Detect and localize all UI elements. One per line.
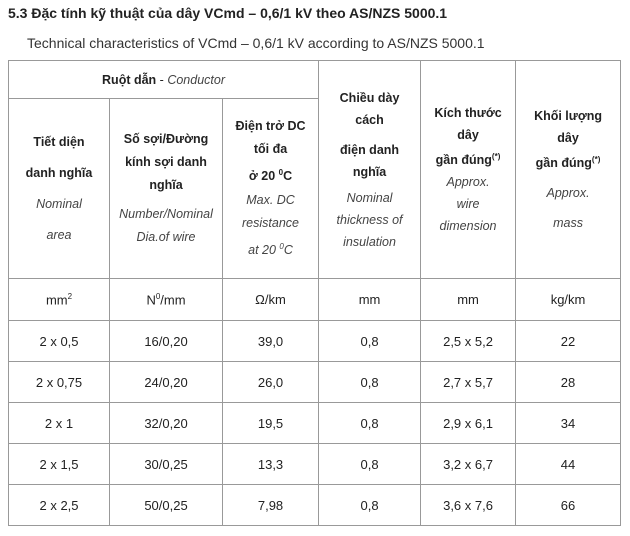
cell-wire: 50/0,25 (109, 484, 223, 526)
mass-vi1: Khối lượng (534, 108, 602, 123)
table-row: 2 x 1,5 30/0,25 13,3 0,8 3,2 x 6,7 44 (8, 443, 622, 485)
conductor-vi: Ruột dẫn (102, 72, 157, 87)
cell-resistance: 13,3 (221, 443, 320, 485)
cell-mass: 28 (515, 361, 622, 403)
table-row: 2 x 0,5 16/0,20 39,0 0,8 2,5 x 5,2 22 (8, 320, 622, 362)
area-en2: area (46, 227, 72, 242)
resistance-en2: resistance (242, 215, 299, 230)
cell-area: 2 x 0,5 (8, 320, 110, 362)
section-subheading: Technical characteristics of VCmd – 0,6/… (27, 35, 485, 51)
units-row: mm2 N0/mm Ω/km mm mm kg/km (8, 278, 622, 321)
cell-insulation: 0,8 (318, 320, 422, 362)
resistance-en1: Max. DC (246, 192, 295, 207)
cell-mass: 34 (515, 402, 622, 444)
area-vi2: danh nghĩa (25, 165, 93, 180)
cell-wire: 24/0,20 (109, 361, 223, 403)
insulation-vi4: nghĩa (352, 164, 387, 179)
dimension-en3: dimension (439, 219, 497, 234)
resistance-vi3: ở 20 (248, 169, 276, 184)
cell-area: 2 x 2,5 (8, 484, 110, 526)
cell-area: 2 x 0,75 (8, 361, 110, 403)
cell-dimension: 3,6 x 7,6 (420, 484, 517, 526)
dimension-vi2: dây (457, 127, 479, 142)
cell-mass: 66 (515, 484, 622, 526)
cell-mass: 44 (515, 443, 622, 485)
unit-dimension: mm (420, 278, 517, 321)
wire-vi3: nghĩa (149, 178, 183, 192)
conductor-en: Conductor (167, 72, 225, 87)
cell-dimension: 3,2 x 6,7 (420, 443, 517, 485)
table-row: 2 x 1 32/0,20 19,5 0,8 2,9 x 6,1 34 (8, 402, 622, 444)
resistance-header: Điện trở DC tối đa ở 20 0C Max. DC resis… (221, 98, 320, 279)
table-row: 2 x 0,75 24/0,20 26,0 0,8 2,7 x 5,7 28 (8, 361, 622, 403)
insulation-en1: Nominal (346, 190, 393, 205)
insulation-header: Chiều dày cách điện danh nghĩa Nominal t… (318, 60, 422, 279)
insulation-vi2: cách (355, 112, 384, 127)
spec-table: Ruột dẫn - Conductor Chiều dày cách điện… (7, 60, 622, 526)
conductor-group-header: Ruột dẫn - Conductor (7, 60, 320, 99)
resistance-deg: 0 (278, 168, 284, 178)
resistance-en-c: C (283, 242, 293, 257)
cell-dimension: 2,5 x 5,2 (420, 320, 517, 362)
mass-vi2: dây (557, 130, 579, 145)
insulation-vi1: Chiều dày (339, 90, 400, 105)
resistance-en-deg: 0 (279, 241, 284, 251)
cell-dimension: 2,9 x 6,1 (420, 402, 517, 444)
cell-mass: 22 (515, 320, 622, 362)
table-row: 2 x 2,5 50/0,25 7,98 0,8 3,6 x 7,6 66 (8, 484, 622, 526)
resistance-vi2: tối đa (253, 142, 288, 157)
cell-wire: 30/0,25 (109, 443, 223, 485)
dimension-mark: (*) (491, 151, 501, 161)
mass-header: Khối lượng dây gần đúng(*) Approx. mass (515, 60, 622, 279)
unit-wire: N0/mm (109, 278, 223, 321)
conductor-sep: - (156, 72, 168, 87)
dimension-vi1: Kích thước (434, 105, 502, 120)
cell-insulation: 0,8 (318, 361, 422, 403)
cell-dimension: 2,7 x 5,7 (420, 361, 517, 403)
cell-area: 2 x 1 (8, 402, 110, 444)
cell-wire: 32/0,20 (109, 402, 223, 444)
cell-insulation: 0,8 (318, 402, 422, 444)
mass-vi3: gần đúng (535, 156, 592, 171)
dimension-header: Kích thước dây gần đúng(*) Approx. wire … (420, 60, 517, 279)
mass-en1: Approx. (546, 186, 590, 201)
cell-wire: 16/0,20 (109, 320, 223, 362)
resistance-en3: at 20 (248, 242, 276, 257)
wire-vi2: kính sợi danh (125, 155, 207, 169)
area-en1: Nominal (36, 196, 82, 211)
wire-header: Số sợi/Đường kính sợi danh nghĩa Number/… (109, 98, 223, 279)
unit-area: mm2 (8, 278, 110, 321)
dimension-vi3: gần đúng (435, 153, 492, 168)
insulation-en3: insulation (343, 234, 396, 249)
cell-resistance: 7,98 (221, 484, 320, 526)
insulation-en2: thickness of (336, 212, 403, 227)
unit-insulation: mm (318, 278, 422, 321)
dimension-en2: wire (456, 197, 480, 212)
unit-mass: kg/km (515, 278, 622, 321)
cell-resistance: 39,0 (221, 320, 320, 362)
cell-insulation: 0,8 (318, 443, 422, 485)
area-vi1: Tiết diện (33, 134, 85, 149)
mass-mark: (*) (591, 154, 601, 164)
section-heading: 5.3 Đặc tính kỹ thuật của dây VCmd – 0,6… (8, 5, 448, 21)
unit-resistance: Ω/km (221, 278, 320, 321)
mass-en2: mass (553, 216, 583, 231)
wire-vi1: Số sợi/Đường (123, 132, 209, 146)
wire-en1: Number/Nominal (119, 207, 213, 221)
area-header: Tiết diện danh nghĩa Nominal area (8, 98, 110, 279)
cell-area: 2 x 1,5 (8, 443, 110, 485)
cell-insulation: 0,8 (318, 484, 422, 526)
resistance-vi1: Điện trở DC (235, 119, 306, 134)
dimension-en1: Approx. (446, 175, 490, 190)
insulation-vi3: điện danh (340, 142, 400, 157)
cell-resistance: 26,0 (221, 361, 320, 403)
wire-en2: Dia.of wire (136, 230, 196, 244)
resistance-c: C (283, 169, 293, 184)
cell-resistance: 19,5 (221, 402, 320, 444)
